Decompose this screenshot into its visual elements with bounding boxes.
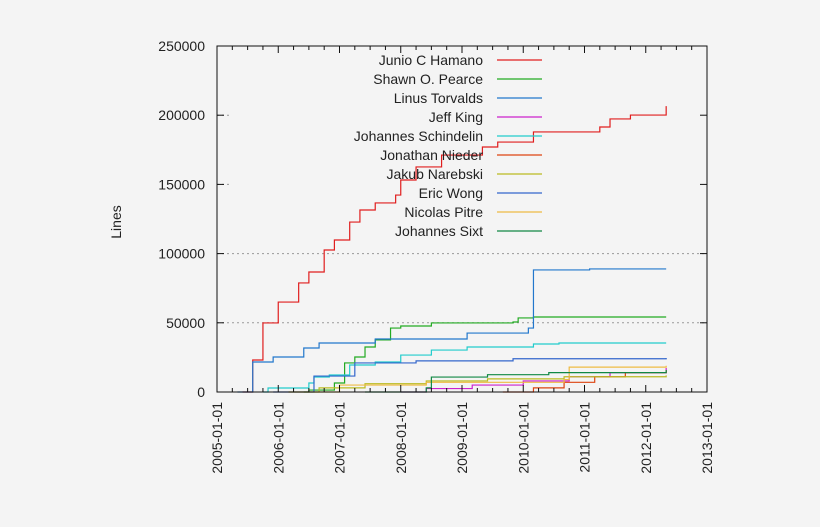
y-tick-label: 150000 (158, 176, 205, 192)
x-tick-label: 2005-01-01 (209, 402, 225, 474)
series-lines (237, 106, 667, 393)
legend-label: Nicolas Pitre (404, 204, 483, 220)
x-tick-label: 2008-01-01 (393, 402, 409, 474)
x-tick-label: 2013-01-01 (699, 402, 715, 474)
series-line (237, 268, 667, 393)
y-axis-tick-labels: 0 50000 100000 150000 200000 250000 (158, 38, 205, 400)
legend-label: Jakub Narebski (387, 166, 484, 182)
series-line (273, 357, 667, 393)
y-axis-label: Lines (108, 205, 124, 238)
series-line (303, 316, 667, 393)
series-line (242, 106, 667, 393)
x-tick-label: 2007-01-01 (332, 402, 348, 474)
legend: Junio C Hamano Shawn O. Pearce Linus Torva… (354, 52, 542, 239)
y-tick-label: 0 (197, 384, 205, 400)
axis-ticks (216, 45, 708, 393)
x-tick-label: 2012-01-01 (638, 402, 654, 474)
legend-label: Johannes Schindelin (354, 128, 483, 144)
x-axis-tick-labels: 2005-01-01 2006-01-01 2007-01-01 2008-01-01… (209, 402, 715, 474)
legend-label: Jonathan Nieder (380, 147, 483, 163)
legend-label: Junio C Hamano (379, 52, 483, 68)
y-tick-label: 100000 (158, 246, 205, 262)
y-tick-label: 50000 (166, 315, 205, 331)
y-tick-label: 250000 (158, 38, 205, 54)
legend-label: Shawn O. Pearce (373, 71, 483, 87)
legend-label: Linus Torvalds (394, 90, 483, 106)
series-line (288, 375, 667, 393)
x-tick-label: 2006-01-01 (270, 402, 286, 474)
x-tick-label: 2011-01-01 (577, 402, 593, 473)
y-tick-label: 200000 (158, 107, 205, 123)
legend-label: Eric Wong (419, 185, 483, 201)
legend-label: Jeff King (429, 109, 483, 125)
x-tick-label: 2009-01-01 (454, 402, 470, 474)
series-line (365, 369, 667, 393)
x-tick-label: 2010-01-01 (515, 402, 531, 474)
legend-label: Johannes Sixt (395, 223, 483, 239)
